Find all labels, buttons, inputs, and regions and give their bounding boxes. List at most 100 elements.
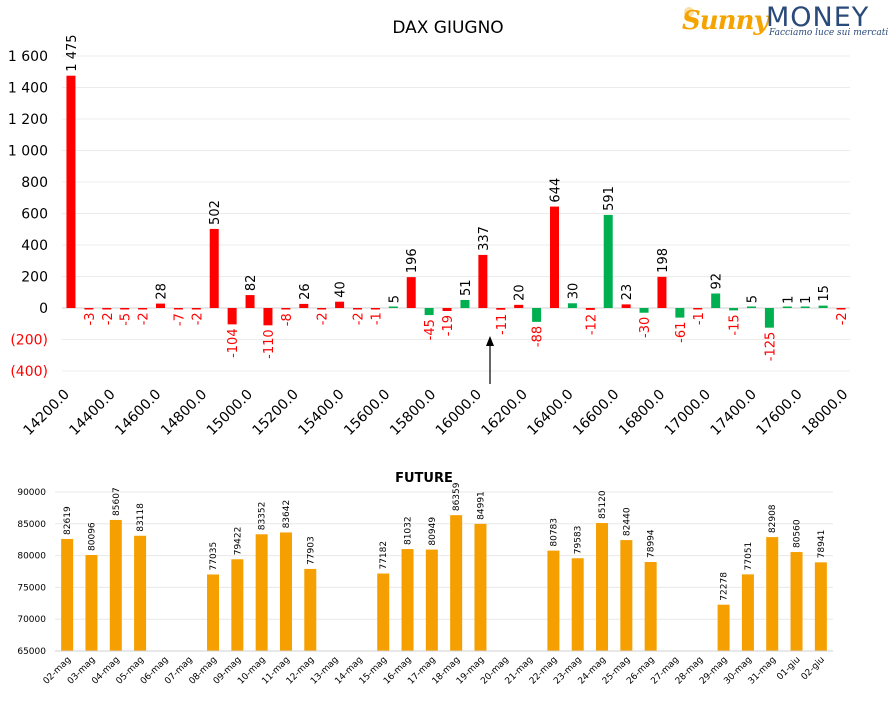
data-label: 77035 bbox=[209, 542, 219, 571]
dax-chart: DAX GIUGNO (400) (200) 0 200 400 600 800 1 000 1 … bbox=[8, 18, 852, 439]
data-label: -2 bbox=[137, 312, 152, 325]
y-tick-label: 85000 bbox=[17, 520, 46, 530]
data-label: 337 bbox=[477, 226, 492, 251]
bar bbox=[231, 559, 244, 651]
bar-red bbox=[621, 304, 631, 308]
bar-green bbox=[729, 308, 739, 311]
y-tick-label: (200) bbox=[10, 333, 48, 349]
bar-green bbox=[388, 306, 398, 308]
data-label: -61 bbox=[674, 322, 689, 343]
x-tick-label: 15000.0 bbox=[204, 387, 256, 439]
x-tick-label: 18000.0 bbox=[799, 387, 851, 439]
data-label: -2 bbox=[101, 312, 116, 325]
x-tick-label: 14800.0 bbox=[158, 387, 210, 439]
data-label: 644 bbox=[549, 178, 564, 203]
bar-red bbox=[281, 308, 291, 310]
bar-green bbox=[603, 214, 613, 308]
data-label: 5 bbox=[746, 295, 761, 303]
x-tick-label: 01-giu bbox=[775, 655, 802, 682]
data-label: 85607 bbox=[112, 487, 122, 516]
bar bbox=[85, 554, 98, 651]
x-tick-label: 16800.0 bbox=[616, 387, 668, 439]
bar bbox=[790, 552, 803, 651]
bar-red bbox=[836, 308, 846, 310]
y-tick-label: 80000 bbox=[17, 552, 46, 562]
y-tick-label: 0 bbox=[39, 301, 48, 317]
x-tick-label: 17600.0 bbox=[753, 387, 805, 439]
data-label: 80560 bbox=[793, 519, 803, 548]
x-tick-label: 17000.0 bbox=[662, 387, 714, 439]
data-label: 77182 bbox=[379, 541, 389, 570]
data-label: 82440 bbox=[622, 507, 632, 536]
data-label: 51 bbox=[459, 279, 474, 296]
logo-brand-sunny: Sunny bbox=[682, 6, 769, 36]
bar-red bbox=[442, 308, 452, 311]
data-label: -104 bbox=[226, 328, 241, 358]
sun-icon bbox=[684, 7, 694, 17]
data-label: -12 bbox=[584, 314, 599, 335]
brand-logo: Sunny MONEY Facciamo luce sui mercati bbox=[682, 2, 888, 40]
bar bbox=[644, 561, 657, 651]
logo-brand-money: MONEY bbox=[766, 2, 870, 33]
data-label: 72278 bbox=[720, 572, 730, 601]
data-label: 78941 bbox=[817, 530, 827, 559]
data-label: 79422 bbox=[233, 527, 243, 556]
bar-red bbox=[173, 308, 183, 310]
bar-red bbox=[138, 308, 148, 310]
y-tick-label: 1 200 bbox=[8, 112, 48, 128]
data-label: -15 bbox=[728, 314, 743, 335]
bar bbox=[304, 568, 317, 651]
bar-red bbox=[693, 308, 703, 310]
data-label: 92 bbox=[710, 273, 725, 290]
bar-green bbox=[800, 306, 810, 308]
bar-red bbox=[335, 301, 345, 308]
data-label: 20 bbox=[513, 284, 528, 301]
y-tick-label: (400) bbox=[10, 364, 48, 380]
y-tick-label: 90000 bbox=[17, 488, 46, 498]
x-tick-label: 16600.0 bbox=[570, 387, 622, 439]
chart-title: DAX GIUGNO bbox=[392, 18, 503, 38]
bar-green bbox=[460, 299, 470, 308]
bar-red bbox=[156, 303, 165, 308]
bar bbox=[401, 549, 414, 651]
data-label: 82619 bbox=[63, 506, 73, 535]
bar-red bbox=[317, 308, 327, 310]
data-label: -2 bbox=[316, 312, 331, 325]
data-label: 30 bbox=[566, 283, 581, 300]
data-label: -11 bbox=[495, 314, 510, 335]
data-label: 77051 bbox=[744, 542, 754, 571]
bar-green bbox=[567, 303, 577, 308]
bar-red bbox=[657, 276, 667, 308]
bar-green bbox=[532, 308, 542, 322]
x-tick-label: 15200.0 bbox=[250, 387, 302, 439]
data-label: -2 bbox=[835, 312, 850, 325]
data-label: -3 bbox=[83, 312, 98, 325]
data-label: -110 bbox=[262, 329, 277, 359]
bar bbox=[109, 519, 122, 651]
bar-red bbox=[227, 308, 237, 325]
x-tick-label: 02-giu bbox=[800, 655, 827, 682]
data-label: 28 bbox=[155, 283, 170, 300]
data-label: 5 bbox=[387, 295, 402, 303]
y-tick-label: 65000 bbox=[17, 647, 46, 657]
bar bbox=[474, 523, 487, 651]
data-label: 83118 bbox=[136, 503, 146, 532]
bar bbox=[425, 549, 438, 651]
data-label: 1 475 bbox=[65, 34, 80, 71]
data-label: 80783 bbox=[549, 518, 559, 547]
x-tick-label: 15800.0 bbox=[387, 387, 439, 439]
x-tick-label: 16200.0 bbox=[479, 387, 531, 439]
x-tick-label: 15600.0 bbox=[341, 387, 393, 439]
y-tick-label: 600 bbox=[21, 207, 48, 223]
bar-red bbox=[370, 308, 380, 310]
bar-red bbox=[102, 308, 112, 310]
bar-red bbox=[245, 295, 255, 308]
bar-red bbox=[84, 308, 94, 310]
data-label: -125 bbox=[763, 332, 778, 362]
data-label: 198 bbox=[656, 248, 671, 273]
bar-red bbox=[478, 254, 488, 308]
bar-red bbox=[406, 277, 416, 308]
data-label: 84991 bbox=[476, 491, 486, 520]
data-label: 80949 bbox=[428, 517, 438, 546]
bar bbox=[255, 534, 268, 651]
